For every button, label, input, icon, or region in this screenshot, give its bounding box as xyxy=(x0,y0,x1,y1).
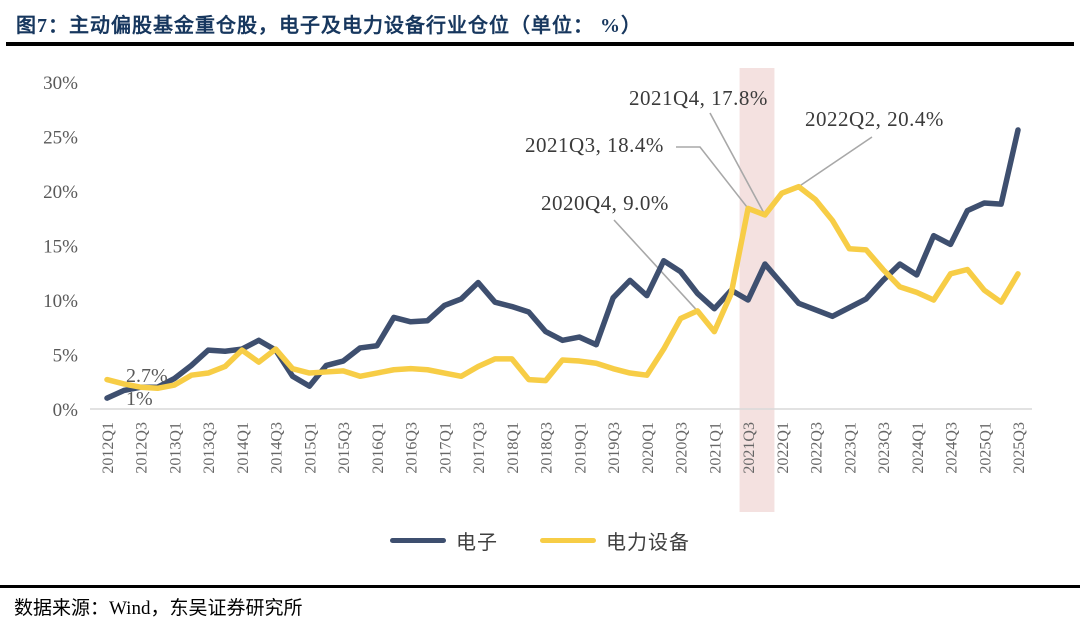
annotation-leader-line xyxy=(798,136,873,188)
x-tick-label: 2019Q1 xyxy=(572,422,589,474)
highlight-band-2021q3-q4 xyxy=(739,68,775,512)
annotation-leader-line xyxy=(613,219,699,312)
x-tick-label: 2024Q3 xyxy=(944,422,961,474)
power-equipment-line xyxy=(104,183,1021,392)
x-tick-label: 2025Q1 xyxy=(977,422,994,474)
x-tick-label: 2017Q3 xyxy=(471,422,488,474)
power-equipment-line-swatch xyxy=(540,538,596,543)
x-tick-label: 2018Q1 xyxy=(505,422,522,474)
title-divider xyxy=(6,42,1074,46)
x-tick-label: 2014Q1 xyxy=(235,422,252,474)
x-tick-label: 2015Q1 xyxy=(302,422,319,474)
x-tick-label: 2013Q3 xyxy=(201,422,218,474)
y-tick-label: 20% xyxy=(43,182,78,203)
point-label-power-equipment-2012q1: 2.7% xyxy=(126,365,168,387)
x-tick-label: 2018Q3 xyxy=(539,422,556,474)
x-tick-label: 2022Q3 xyxy=(809,422,826,474)
x-tick-label: 2013Q1 xyxy=(167,422,184,474)
x-tick-label: 2021Q3 xyxy=(741,422,758,474)
x-tick-label: 2020Q1 xyxy=(640,422,657,474)
legend-item-power-equipment: 电力设备 xyxy=(540,526,690,555)
chart-legend: 电子 电力设备 xyxy=(0,526,1080,555)
x-tick-label: 2022Q1 xyxy=(775,422,792,474)
chart-title: 图7：主动偏股基金重仓股，电子及电力设备行业仓位（单位： %） xyxy=(16,15,642,37)
y-tick-label: 10% xyxy=(43,291,78,312)
annotation-2020q4: 2020Q4, 9.0% xyxy=(541,191,669,215)
x-tick-label: 2012Q1 xyxy=(100,422,117,474)
x-tick-label: 2017Q1 xyxy=(437,422,454,474)
legend-label-power-equipment: 电力设备 xyxy=(606,532,690,554)
x-tick-label: 2012Q3 xyxy=(134,422,151,474)
annotation-2021q3: 2021Q3, 18.4% xyxy=(525,133,664,157)
electronics-line-swatch xyxy=(390,538,446,543)
x-tick-label: 2016Q3 xyxy=(404,422,421,474)
electronics-line xyxy=(104,127,1021,401)
annotation-2021q4: 2021Q4, 17.8% xyxy=(629,86,768,110)
legend-label-electronics: 电子 xyxy=(456,532,498,554)
x-tick-label: 2014Q3 xyxy=(269,422,286,474)
x-tick-label: 2025Q3 xyxy=(1011,422,1028,474)
x-tick-label: 2023Q3 xyxy=(876,422,893,474)
legend-item-electronics: 电子 xyxy=(390,526,498,555)
x-tick-label: 2024Q1 xyxy=(910,422,927,474)
footer-divider xyxy=(0,585,1080,588)
y-tick-label: 5% xyxy=(53,346,79,367)
data-source: 数据来源：Wind，东吴证券研究所 xyxy=(14,598,303,619)
x-tick-label: 2016Q1 xyxy=(370,422,387,474)
annotation-leader-line xyxy=(709,112,766,216)
x-tick-label: 2019Q3 xyxy=(606,422,623,474)
y-tick-label: 0% xyxy=(53,400,79,421)
y-tick-label: 25% xyxy=(43,128,78,149)
x-tick-label: 2020Q3 xyxy=(674,422,691,474)
x-tick-label: 2023Q1 xyxy=(842,422,859,474)
point-label-electronics-2012q1: 1% xyxy=(126,388,153,410)
y-tick-label: 15% xyxy=(43,237,78,258)
annotation-leader-line xyxy=(676,146,749,209)
x-tick-label: 2021Q1 xyxy=(707,422,724,474)
x-tick-label: 2015Q3 xyxy=(336,422,353,474)
y-tick-label: 30% xyxy=(43,73,78,94)
annotation-2022q2: 2022Q2, 20.4% xyxy=(805,107,944,131)
